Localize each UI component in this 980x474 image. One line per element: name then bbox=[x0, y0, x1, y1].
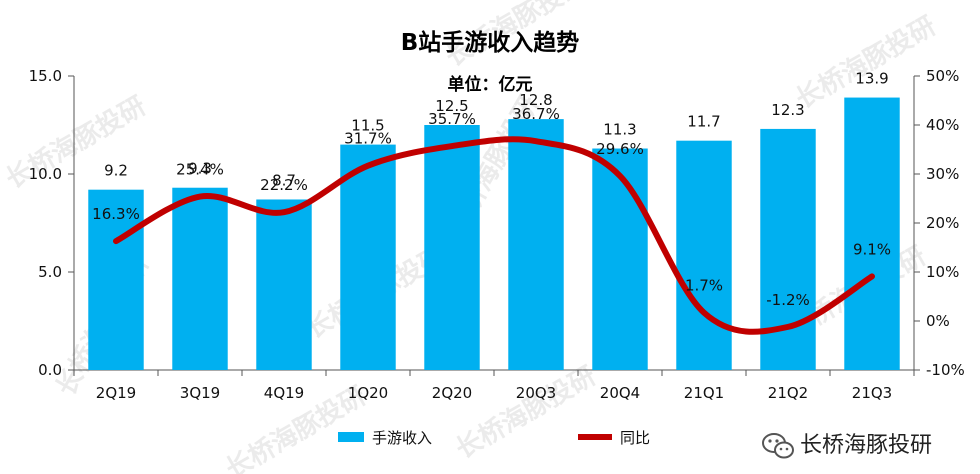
brand-name: 长桥海豚投研 bbox=[800, 433, 932, 458]
line-value-label: 1.7% bbox=[685, 277, 723, 295]
bar-value-label: 13.9 bbox=[855, 70, 888, 88]
bar-value-label: 9.2 bbox=[104, 162, 128, 180]
bar-series bbox=[88, 97, 900, 371]
bar bbox=[844, 97, 900, 370]
bar bbox=[172, 187, 228, 370]
bar-value-label: 11.5 bbox=[351, 117, 384, 135]
x-tick-label: 2Q20 bbox=[432, 384, 472, 402]
bar-value-label: 11.7 bbox=[687, 113, 720, 131]
x-tick-label: 2Q19 bbox=[96, 384, 136, 402]
bar-value-label: 12.3 bbox=[771, 101, 804, 119]
y-right-tick-label: 20% bbox=[926, 214, 959, 232]
bar-value-label: 8.7 bbox=[272, 171, 296, 189]
axes: 0.0 5.0 10.0 15.0 -10% 0% 10% 20% 30% 40% 50% 2Q19 3… bbox=[29, 67, 965, 402]
x-tick-label: 21Q2 bbox=[768, 384, 808, 402]
bar bbox=[424, 125, 480, 370]
line-value-label: 9.1% bbox=[853, 240, 891, 258]
x-tick-label: 21Q3 bbox=[852, 384, 892, 402]
bar-value-label: 12.8 bbox=[519, 91, 552, 109]
bar-value-label: 11.3 bbox=[603, 121, 636, 139]
x-tick-label: 21Q1 bbox=[684, 384, 724, 402]
line-value-label: 22.2% bbox=[260, 176, 308, 194]
line-value-label: 36.7% bbox=[512, 105, 560, 123]
line-value-label: 35.7% bbox=[428, 110, 476, 128]
bar-value-label: 12.5 bbox=[435, 97, 468, 115]
y-left-tick-label: 0.0 bbox=[38, 361, 62, 379]
data-labels: 9.2 9.3 8.7 11.5 12.5 12.8 11.3 11.7 12.3 13.9 16.… bbox=[92, 70, 891, 309]
line-value-label: 25.4% bbox=[176, 161, 224, 179]
y-right-tick-label: 30% bbox=[926, 165, 959, 183]
bar bbox=[256, 199, 312, 370]
y-left-tick-label: 10.0 bbox=[29, 165, 62, 183]
x-tick-label: 20Q4 bbox=[600, 384, 640, 402]
x-tick-label: 1Q20 bbox=[348, 384, 388, 402]
bar bbox=[676, 140, 732, 370]
bar bbox=[88, 189, 144, 370]
x-tick-label: 3Q19 bbox=[180, 384, 220, 402]
wechat-icon bbox=[762, 433, 794, 459]
legend-label-line: 同比 bbox=[620, 429, 650, 447]
y-right-tick-label: 40% bbox=[926, 116, 959, 134]
x-tick-label: 20Q3 bbox=[516, 384, 556, 402]
bar bbox=[340, 144, 396, 370]
y-left-tick-label: 15.0 bbox=[29, 67, 62, 85]
chart-subtitle: 单位：亿元 bbox=[448, 74, 533, 95]
y-right-tick-label: -10% bbox=[926, 361, 965, 379]
line-value-label: 29.6% bbox=[596, 140, 644, 158]
bar-value-label: 9.3 bbox=[188, 160, 212, 178]
brand: 长桥海豚投研 bbox=[762, 433, 932, 459]
legend: 手游收入 同比 bbox=[338, 429, 650, 447]
line-value-label: -1.2% bbox=[766, 291, 810, 309]
y-left-tick-label: 5.0 bbox=[38, 263, 62, 281]
watermark-text: 长桥海豚投研 bbox=[1, 91, 151, 195]
line-series bbox=[113, 136, 875, 335]
y-right-tick-label: 0% bbox=[926, 312, 950, 330]
legend-label-bar: 手游收入 bbox=[372, 429, 432, 447]
line-value-label: 16.3% bbox=[92, 205, 140, 223]
x-tick-label: 4Q19 bbox=[264, 384, 304, 402]
yoy-line bbox=[113, 136, 875, 335]
bar bbox=[760, 128, 816, 370]
y-right-tick-label: 10% bbox=[926, 263, 959, 281]
y-right-tick-label: 50% bbox=[926, 67, 959, 85]
watermark-text: 长桥海豚投研 bbox=[451, 361, 601, 465]
chart-title: B站手游收入趋势 bbox=[401, 29, 580, 56]
line-value-label: 31.7% bbox=[344, 130, 392, 148]
bar bbox=[508, 119, 564, 371]
bar bbox=[592, 148, 648, 370]
legend-swatch-bar bbox=[338, 432, 364, 442]
